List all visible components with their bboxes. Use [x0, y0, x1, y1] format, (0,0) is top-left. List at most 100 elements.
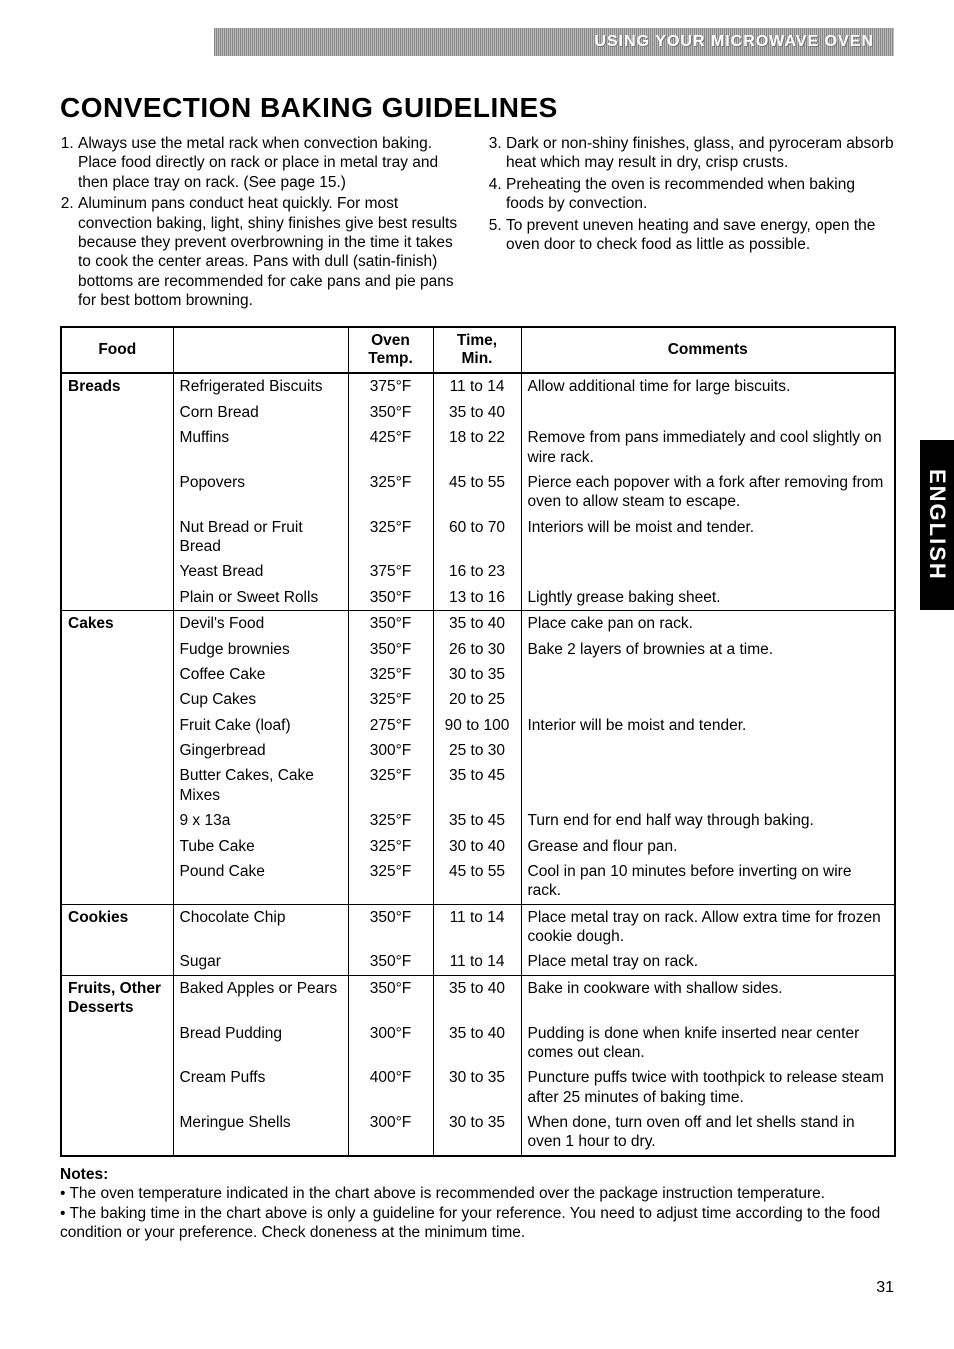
table-row: Pound Cake325°F45 to 55Cool in pan 10 mi…	[61, 859, 895, 904]
cell-category: Cakes	[61, 611, 173, 637]
cell-comments: Pudding is done when knife inserted near…	[521, 1021, 895, 1066]
cell-item: Bread Pudding	[173, 1021, 348, 1066]
baking-table: Food Oven Temp. Time, Min. Comments Brea…	[60, 326, 896, 1156]
cell-temp: 325°F	[348, 470, 433, 515]
table-body: BreadsRefrigerated Biscuits375°F11 to 14…	[61, 373, 895, 1155]
cell-comments: Turn end for end half way through baking…	[521, 808, 895, 833]
cell-comments	[521, 400, 895, 425]
table-row: Fruit Cake (loaf)275°F90 to 100Interior …	[61, 713, 895, 738]
cell-time: 13 to 16	[433, 585, 521, 611]
cell-temp: 350°F	[348, 637, 433, 662]
cell-comments	[521, 687, 895, 712]
cell-time: 30 to 35	[433, 1065, 521, 1110]
cell-comments	[521, 738, 895, 763]
cell-time: 16 to 23	[433, 559, 521, 584]
cell-comments	[521, 662, 895, 687]
cell-temp: 300°F	[348, 738, 433, 763]
cell-item: Plain or Sweet Rolls	[173, 585, 348, 611]
table-row: Muffins425°F18 to 22Remove from pans imm…	[61, 425, 895, 470]
cell-category	[61, 834, 173, 859]
table-row: 9 x 13a325°F35 to 45Turn end for end hal…	[61, 808, 895, 833]
cell-category: Cookies	[61, 904, 173, 949]
cell-comments: Place cake pan on rack.	[521, 611, 895, 637]
cell-comments: When done, turn oven off and let shells …	[521, 1110, 895, 1156]
cell-time: 20 to 25	[433, 687, 521, 712]
cell-temp: 350°F	[348, 611, 433, 637]
notes-list: The oven temperature indicated in the ch…	[60, 1184, 896, 1242]
cell-category	[61, 859, 173, 904]
cell-temp: 350°F	[348, 585, 433, 611]
cell-item: Coffee Cake	[173, 662, 348, 687]
cell-item: Fruit Cake (loaf)	[173, 713, 348, 738]
cell-category	[61, 515, 173, 560]
cell-comments: Interior will be moist and tender.	[521, 713, 895, 738]
table-row: Cream Puffs400°F30 to 35Puncture puffs t…	[61, 1065, 895, 1110]
right-list: Dark or non-shiny finishes, glass, and p…	[488, 134, 896, 254]
cell-category: Fruits, Other Desserts	[61, 975, 173, 1020]
cell-temp: 350°F	[348, 975, 433, 1020]
cell-time: 60 to 70	[433, 515, 521, 560]
th-item	[173, 327, 348, 373]
left-list: Always use the metal rack when convectio…	[60, 134, 468, 310]
cell-category	[61, 738, 173, 763]
cell-category	[61, 585, 173, 611]
cell-time: 35 to 40	[433, 400, 521, 425]
cell-category	[61, 1021, 173, 1066]
cell-time: 30 to 35	[433, 1110, 521, 1156]
cell-time: 11 to 14	[433, 904, 521, 949]
cell-item: Refrigerated Biscuits	[173, 373, 348, 399]
list-item: To prevent uneven heating and save energ…	[506, 216, 896, 255]
cell-time: 35 to 40	[433, 1021, 521, 1066]
cell-comments: Place metal tray on rack.	[521, 949, 895, 975]
intro-columns: Always use the metal rack when convectio…	[60, 134, 896, 312]
cell-time: 35 to 40	[433, 975, 521, 1020]
cell-category	[61, 713, 173, 738]
cell-time: 30 to 40	[433, 834, 521, 859]
cell-temp: 275°F	[348, 713, 433, 738]
cell-item: Fudge brownies	[173, 637, 348, 662]
cell-temp: 350°F	[348, 949, 433, 975]
table-row: CakesDevil's Food350°F35 to 40Place cake…	[61, 611, 895, 637]
notes-block: Notes: The oven temperature indicated in…	[60, 1165, 896, 1243]
cell-item: Chocolate Chip	[173, 904, 348, 949]
cell-comments: Grease and flour pan.	[521, 834, 895, 859]
cell-temp: 325°F	[348, 859, 433, 904]
cell-item: Cup Cakes	[173, 687, 348, 712]
cell-comments: Interiors will be moist and tender.	[521, 515, 895, 560]
cell-item: Butter Cakes, Cake Mixes	[173, 763, 348, 808]
note-item: The oven temperature indicated in the ch…	[60, 1184, 896, 1203]
cell-category	[61, 949, 173, 975]
cell-item: Muffins	[173, 425, 348, 470]
cell-category	[61, 400, 173, 425]
cell-item: Cream Puffs	[173, 1065, 348, 1110]
list-item: Aluminum pans conduct heat quickly. For …	[78, 194, 468, 310]
cell-comments: Bake in cookware with shallow sides.	[521, 975, 895, 1020]
cell-item: Yeast Bread	[173, 559, 348, 584]
cell-category	[61, 559, 173, 584]
table-row: Bread Pudding300°F35 to 40Pudding is don…	[61, 1021, 895, 1066]
cell-item: Devil's Food	[173, 611, 348, 637]
page-title: CONVECTION BAKING GUIDELINES	[60, 92, 896, 124]
cell-temp: 325°F	[348, 662, 433, 687]
cell-category	[61, 425, 173, 470]
table-header-row: Food Oven Temp. Time, Min. Comments	[61, 327, 895, 373]
table-row: Fudge brownies350°F26 to 30Bake 2 layers…	[61, 637, 895, 662]
cell-time: 11 to 14	[433, 949, 521, 975]
cell-category	[61, 1065, 173, 1110]
table-row: Cup Cakes325°F20 to 25	[61, 687, 895, 712]
notes-heading: Notes:	[60, 1165, 896, 1184]
table-row: Sugar350°F11 to 14Place metal tray on ra…	[61, 949, 895, 975]
list-item: Preheating the oven is recommended when …	[506, 175, 896, 214]
cell-category: Breads	[61, 373, 173, 399]
cell-category	[61, 470, 173, 515]
table-row: CookiesChocolate Chip350°F11 to 14Place …	[61, 904, 895, 949]
table-row: Coffee Cake325°F30 to 35	[61, 662, 895, 687]
cell-item: Tube Cake	[173, 834, 348, 859]
cell-comments	[521, 763, 895, 808]
cell-item: Nut Bread or Fruit Bread	[173, 515, 348, 560]
list-item: Dark or non-shiny finishes, glass, and p…	[506, 134, 896, 173]
cell-temp: 325°F	[348, 515, 433, 560]
cell-comments: Cool in pan 10 minutes before inverting …	[521, 859, 895, 904]
cell-item: Baked Apples or Pears	[173, 975, 348, 1020]
cell-temp: 350°F	[348, 904, 433, 949]
